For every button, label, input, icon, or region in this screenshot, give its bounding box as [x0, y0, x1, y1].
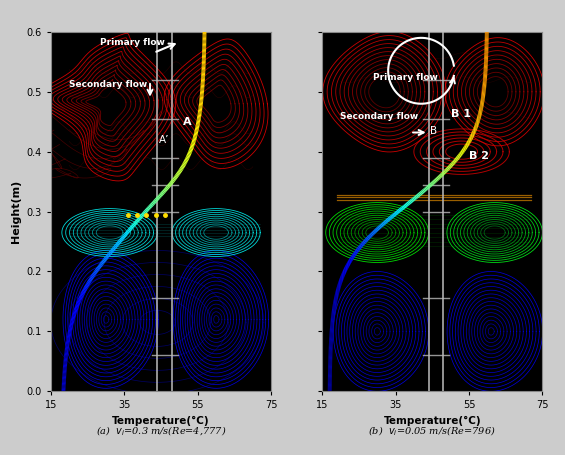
Text: Secondary flow: Secondary flow [340, 112, 419, 121]
Text: B: B [431, 126, 437, 136]
Text: B 2: B 2 [469, 151, 489, 161]
X-axis label: Temperature(°C): Temperature(°C) [384, 416, 481, 426]
Text: B 1: B 1 [451, 109, 471, 119]
X-axis label: Temperature(°C): Temperature(°C) [112, 416, 210, 426]
Text: Primary flow: Primary flow [373, 73, 438, 82]
Text: Primary flow: Primary flow [101, 38, 166, 47]
Text: (a)  $v_i$=0.3 m/s(Re=4,777): (a) $v_i$=0.3 m/s(Re=4,777) [96, 425, 226, 438]
Y-axis label: Height(m): Height(m) [11, 180, 21, 243]
Text: Secondary flow: Secondary flow [69, 80, 147, 89]
Text: A: A [183, 117, 192, 126]
Text: A’: A’ [159, 135, 170, 145]
Text: (b)  $v_i$=0.05 m/s(Re=796): (b) $v_i$=0.05 m/s(Re=796) [368, 425, 496, 438]
